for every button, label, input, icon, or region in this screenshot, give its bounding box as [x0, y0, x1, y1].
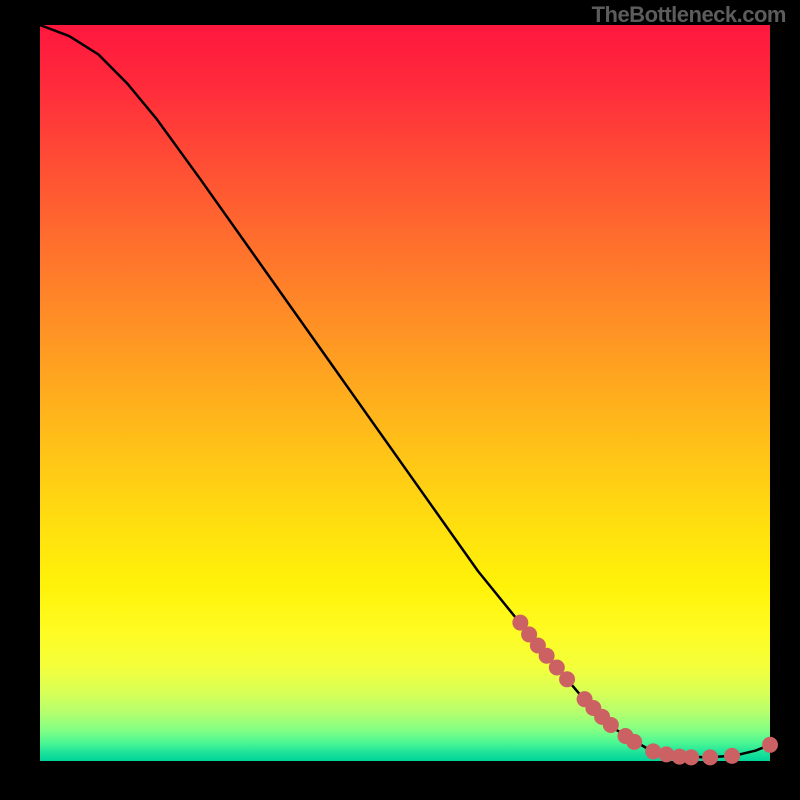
gradient-background: [40, 25, 770, 761]
data-point: [683, 749, 699, 765]
bottleneck-chart: [0, 0, 800, 800]
data-point: [702, 749, 718, 765]
chart-stage: TheBottleneck.com: [0, 0, 800, 800]
data-point: [626, 734, 642, 750]
data-point: [559, 671, 575, 687]
data-point: [724, 748, 740, 764]
data-point: [762, 737, 778, 753]
data-point: [603, 717, 619, 733]
watermark-text: TheBottleneck.com: [592, 2, 786, 28]
